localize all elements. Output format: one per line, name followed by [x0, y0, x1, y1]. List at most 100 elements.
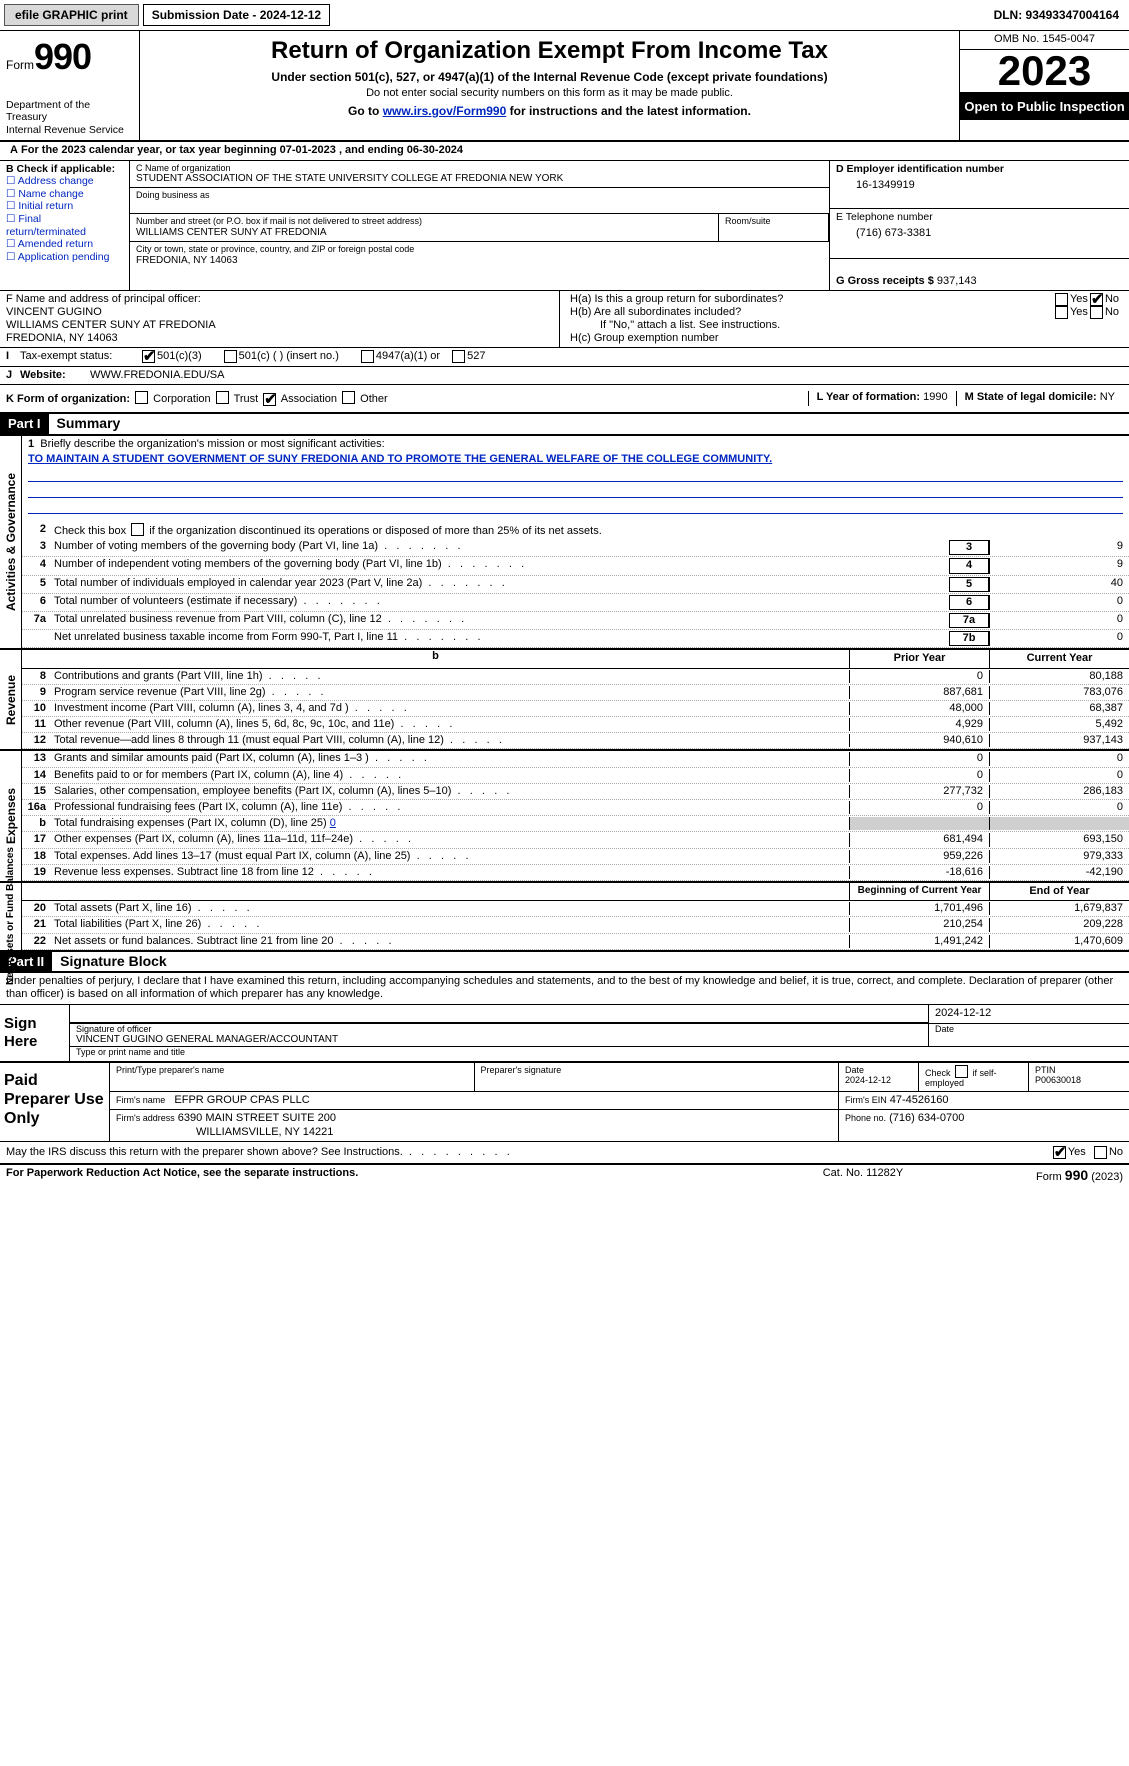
footer-left: For Paperwork Reduction Act Notice, see …: [6, 1167, 763, 1184]
k-cell: K Form of organization: Corporation Trus…: [6, 391, 808, 406]
irs-link[interactable]: www.irs.gov/Form990: [383, 104, 507, 118]
row-txt: Number of voting members of the governin…: [52, 540, 945, 555]
row-txt: Contributions and grants (Part VIII, lin…: [52, 670, 849, 683]
row-txt: Professional fundraising fees (Part IX, …: [52, 801, 849, 814]
row-j: J Website: WWW.FREDONIA.EDU/SA: [0, 367, 1129, 385]
data-row: 17 Other expenses (Part IX, column (A), …: [22, 832, 1129, 848]
data-row: 9 Program service revenue (Part VIII, li…: [22, 685, 1129, 701]
i-501c3-check[interactable]: [142, 350, 155, 363]
row-prior: 0: [849, 801, 989, 814]
preparer-lbl: Paid Preparer Use Only: [0, 1063, 110, 1141]
part1-header-row: Part I Summary: [0, 414, 1129, 436]
row-curr: 80,188: [989, 670, 1129, 683]
ein-val: 16-1349919: [836, 175, 1123, 192]
chk-address-change[interactable]: ☐ Address change: [6, 175, 123, 188]
k-assoc-check[interactable]: [263, 393, 276, 406]
preparer-row: Paid Preparer Use Only Print/Type prepar…: [0, 1062, 1129, 1141]
part1-badge: Part I: [0, 414, 49, 434]
row-curr: 0: [989, 752, 1129, 765]
side-rev-lbl: Revenue: [3, 675, 17, 725]
summary-net: Net Assets or Fund Balances Beginning of…: [0, 883, 1129, 952]
chk-app-pending[interactable]: ☐ Application pending: [6, 251, 123, 264]
i-527-check[interactable]: [452, 350, 465, 363]
chk-final-return[interactable]: ☐ Final return/terminated: [6, 213, 123, 238]
mission-text: TO MAINTAIN A STUDENT GOVERNMENT OF SUNY…: [22, 453, 1129, 466]
tax-year: 2023: [960, 50, 1129, 93]
k-o3: Other: [360, 393, 388, 405]
side-net: Net Assets or Fund Balances: [0, 883, 22, 950]
row-txt: Number of independent voting members of …: [52, 558, 945, 573]
firm-val: EFPR GROUP CPAS PLLC: [174, 1094, 309, 1106]
k-o0: Corporation: [153, 393, 210, 405]
sub3-pre: Go to: [348, 104, 383, 118]
discuss-row: May the IRS discuss this return with the…: [0, 1141, 1129, 1163]
row-txt: Benefits paid to or for members (Part IX…: [52, 769, 849, 782]
i-501c-check[interactable]: [224, 350, 237, 363]
row-num: 20: [22, 902, 52, 915]
row-num: 11: [22, 718, 52, 731]
k-trust-check[interactable]: [216, 391, 229, 404]
net-body: Beginning of Current Year End of Year 20…: [22, 883, 1129, 950]
k-corp-check[interactable]: [135, 391, 148, 404]
e-lbl: E Telephone number: [836, 211, 1123, 224]
m-cell: M State of legal domicile: NY: [956, 391, 1123, 406]
chk-name-change[interactable]: ☐ Name change: [6, 188, 123, 201]
discuss-yes-check[interactable]: [1053, 1146, 1066, 1159]
street-row: Number and street (or P.O. box if mail i…: [130, 214, 829, 242]
gov-row: 7a Total unrelated business revenue from…: [22, 612, 1129, 630]
line2-check[interactable]: [131, 523, 144, 536]
i-o4: 527: [467, 350, 485, 363]
section-b-g: B Check if applicable: ☐ Address change …: [0, 161, 1129, 291]
row-num: 7a: [22, 613, 52, 628]
row-box: 6: [949, 595, 989, 610]
b-header: B Check if applicable:: [6, 163, 123, 176]
ha-yes-check[interactable]: [1055, 293, 1068, 306]
row-amt: 0: [989, 631, 1129, 646]
chk-amended[interactable]: ☐ Amended return: [6, 238, 123, 251]
header-mid: Return of Organization Exempt From Incom…: [140, 31, 959, 140]
gross-receipts: 937,143: [937, 275, 977, 287]
hb-no-check[interactable]: [1090, 306, 1103, 319]
line-b-txt: Total fundraising expenses (Part IX, col…: [52, 817, 849, 830]
k-other-check[interactable]: [342, 391, 355, 404]
row-num: 5: [22, 577, 52, 592]
discuss-no-check[interactable]: [1094, 1146, 1107, 1159]
d-lbl: D Employer identification number: [836, 163, 1123, 176]
sign-date-lbl: Date: [929, 1024, 1129, 1047]
net-hdr: Beginning of Current Year End of Year: [22, 883, 1129, 901]
data-row: 14 Benefits paid to or for members (Part…: [22, 768, 1129, 784]
row-txt: Total unrelated business revenue from Pa…: [52, 613, 945, 628]
gov-row: 4 Number of independent voting members o…: [22, 557, 1129, 575]
preparer-body: Print/Type preparer's name Preparer's si…: [110, 1063, 1129, 1141]
l-lbl: L Year of formation:: [817, 391, 921, 403]
row-curr: 286,183: [989, 785, 1129, 798]
row-amt: 0: [989, 613, 1129, 628]
ha-no-check[interactable]: [1090, 293, 1103, 306]
chk-initial-return[interactable]: ☐ Initial return: [6, 200, 123, 213]
gov-row: Net unrelated business taxable income fr…: [22, 630, 1129, 648]
form-num: 990: [34, 36, 91, 77]
line2-txt: Check this box if the organization disco…: [52, 523, 1129, 538]
row-txt: Net unrelated business taxable income fr…: [52, 631, 945, 646]
self-emp-check[interactable]: [955, 1065, 968, 1078]
row-num: 16a: [22, 801, 52, 814]
row-txt: Total liabilities (Part X, line 26) . . …: [52, 918, 849, 931]
ptin-lbl: PTIN: [1035, 1065, 1056, 1075]
hb-yes-check[interactable]: [1055, 306, 1068, 319]
i-letter: I: [6, 350, 20, 363]
i-4947-check[interactable]: [361, 350, 374, 363]
section-f-h: F Name and address of principal officer:…: [0, 291, 1129, 349]
hc-lbl: H(c) Group exemption number: [570, 332, 1119, 345]
row-txt: Total revenue—add lines 8 through 11 (mu…: [52, 734, 849, 747]
pdate-lbl: Date: [845, 1065, 864, 1075]
efile-print-button[interactable]: efile GRAPHIC print: [4, 4, 139, 26]
pphone-lbl: Phone no.: [845, 1113, 886, 1123]
line-b-p: [849, 817, 989, 830]
chk-lbl-4: Amended return: [18, 238, 93, 250]
ptin-val: P00630018: [1035, 1075, 1081, 1085]
col-c: C Name of organization STUDENT ASSOCIATI…: [130, 161, 829, 290]
row-num: 9: [22, 686, 52, 699]
row-num: 3: [22, 540, 52, 555]
row-prior: 681,494: [849, 833, 989, 846]
sign-body: 2024-12-12 Signature of officer VINCENT …: [70, 1005, 1129, 1061]
